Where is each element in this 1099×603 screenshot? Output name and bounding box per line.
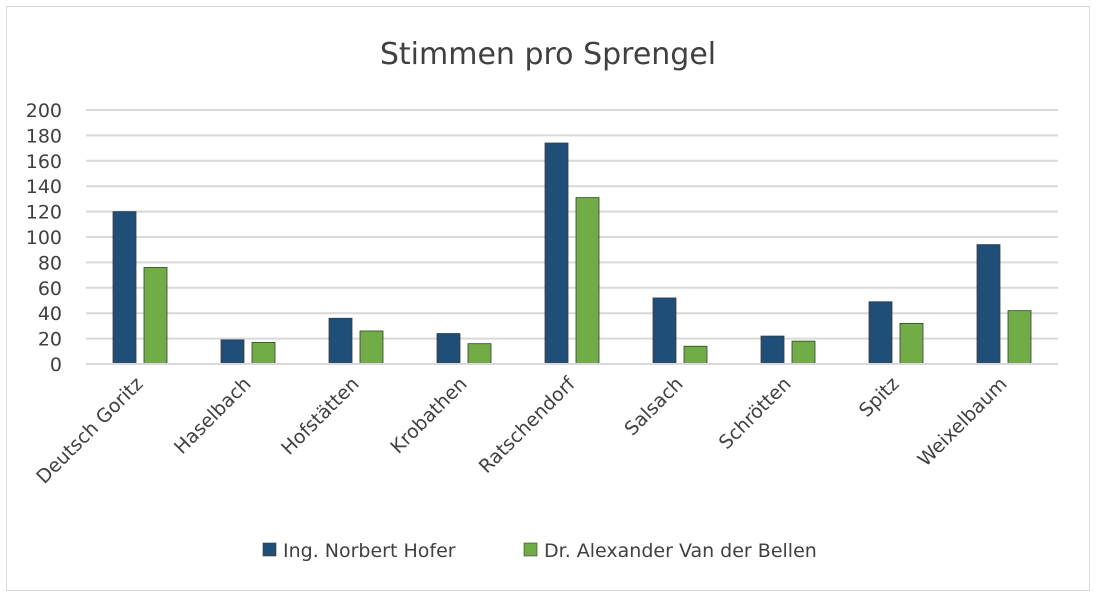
y-tick-label: 80 <box>38 252 62 274</box>
y-tick-label: 200 <box>26 100 62 122</box>
x-tick-label: Ratschendorf <box>475 372 581 478</box>
y-tick-label: 160 <box>26 151 62 173</box>
bar-van-der-bellen <box>899 322 924 365</box>
bar-hofer <box>544 142 569 365</box>
x-tick-label: Deutsch Goritz <box>32 373 147 488</box>
bar-van-der-bellen <box>1007 310 1032 365</box>
bar-van-der-bellen <box>467 343 492 365</box>
y-tick-label: 20 <box>38 329 62 351</box>
legend-swatch <box>523 542 538 557</box>
bar-hofer <box>868 301 893 365</box>
bar-van-der-bellen <box>251 342 276 365</box>
y-tick-label: 60 <box>38 278 62 300</box>
y-tick-label: 40 <box>38 303 62 325</box>
x-tick-label: Spitz <box>855 373 904 422</box>
x-tick-label: Krobathen <box>386 373 471 458</box>
legend: Ing. Norbert Hofer Dr. Alexander Van der … <box>262 540 817 562</box>
y-tick-label: 180 <box>26 125 62 147</box>
legend-swatch <box>262 542 277 557</box>
bar-hofer <box>652 297 677 365</box>
x-axis-category-labels: Deutsch Goritz Haselbach Hofstätten Krobath… <box>32 372 1011 488</box>
bar-hofer <box>760 335 785 365</box>
y-tick-label: 100 <box>26 227 62 249</box>
bar-hofer <box>220 339 245 365</box>
bar-hofer <box>976 244 1001 365</box>
bar-van-der-bellen <box>791 340 816 365</box>
bars <box>112 142 1032 365</box>
x-tick-label: Schrötten <box>715 373 796 454</box>
x-tick-label: Hofstätten <box>277 373 363 459</box>
legend-label: Ing. Norbert Hofer <box>283 540 456 562</box>
chart-title: Stimmen pro Sprengel <box>380 37 716 72</box>
bar-van-der-bellen <box>143 267 168 365</box>
gridlines <box>86 109 1058 340</box>
bar-van-der-bellen <box>359 330 384 365</box>
y-axis-ticks: 0 20 40 60 80 100 120 140 160 180 200 <box>26 100 62 376</box>
x-tick-label: Weixelbaum <box>914 373 1012 471</box>
x-tick-label: Haselbach <box>170 373 256 459</box>
y-tick-label: 140 <box>26 176 62 198</box>
x-tick-label: Salsach <box>620 373 687 440</box>
y-tick-label: 120 <box>26 202 62 224</box>
legend-label: Dr. Alexander Van der Bellen <box>544 540 817 562</box>
bar-hofer <box>436 333 461 365</box>
bar-van-der-bellen <box>683 345 708 365</box>
bar-hofer <box>328 317 353 365</box>
bar-van-der-bellen <box>575 197 600 365</box>
y-tick-label: 0 <box>50 354 62 376</box>
bar-hofer <box>112 211 137 365</box>
